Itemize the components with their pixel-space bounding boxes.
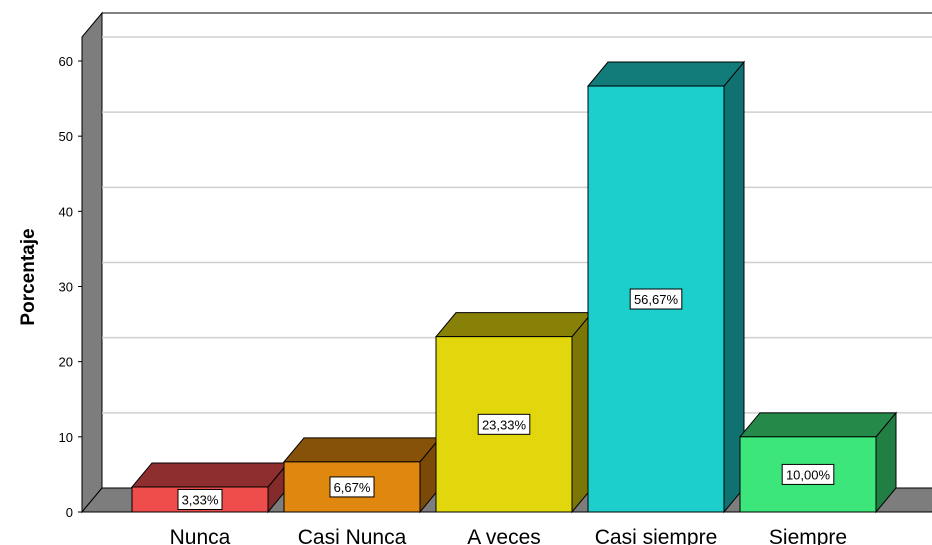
bar <box>282 436 442 514</box>
bar <box>586 60 746 514</box>
y-tick-label: 40 <box>59 204 73 219</box>
data-label-text: 3,33% <box>182 492 219 507</box>
y-tick-label: 0 <box>66 505 73 520</box>
data-label-text: 10,00% <box>786 467 831 482</box>
x-tick-label: Siempre <box>769 526 847 545</box>
x-axis: Nunca Casi Nunca A veces Casi siempre Siempr… <box>82 511 932 545</box>
bar-top <box>434 312 594 338</box>
y-axis-title: Porcentaje <box>18 228 39 325</box>
bar <box>434 311 594 514</box>
data-label: 10,00% <box>781 463 835 485</box>
data-label: 3,33% <box>177 488 223 510</box>
y-tick-label: 50 <box>59 129 73 144</box>
data-label: 56,67% <box>629 288 683 310</box>
left-wall <box>81 11 103 514</box>
data-label-box <box>329 476 375 498</box>
data-label-box <box>177 488 223 510</box>
data-label-box <box>629 288 683 310</box>
data-label: 6,67% <box>329 476 375 498</box>
y-tick-label: 20 <box>59 355 73 370</box>
bar-top <box>282 437 442 463</box>
y-tick-label: 10 <box>59 430 73 445</box>
bars: 3,33% 6,67% 23,33% 56,67% 10,00% <box>130 60 898 514</box>
y-tick-label: 60 <box>59 54 73 69</box>
x-tick-label: Casi Nunca <box>298 526 407 545</box>
data-label-text: 6,67% <box>334 480 371 495</box>
bar <box>738 411 898 514</box>
x-tick-label: Nunca <box>170 526 231 545</box>
data-label-text: 56,67% <box>634 292 679 307</box>
data-label-box <box>477 413 531 435</box>
bar-top <box>738 412 898 438</box>
y-axis: 0 10 20 30 40 50 60 <box>59 54 82 520</box>
bar-top <box>586 61 746 87</box>
data-label-box <box>781 463 835 485</box>
data-label: 23,33% <box>477 413 531 435</box>
y-tick-label: 30 <box>59 280 73 295</box>
bar-top <box>130 462 290 488</box>
x-tick-label: Casi siempre <box>595 526 718 545</box>
x-tick-label: A veces <box>467 526 541 545</box>
data-label-text: 23,33% <box>482 417 527 432</box>
